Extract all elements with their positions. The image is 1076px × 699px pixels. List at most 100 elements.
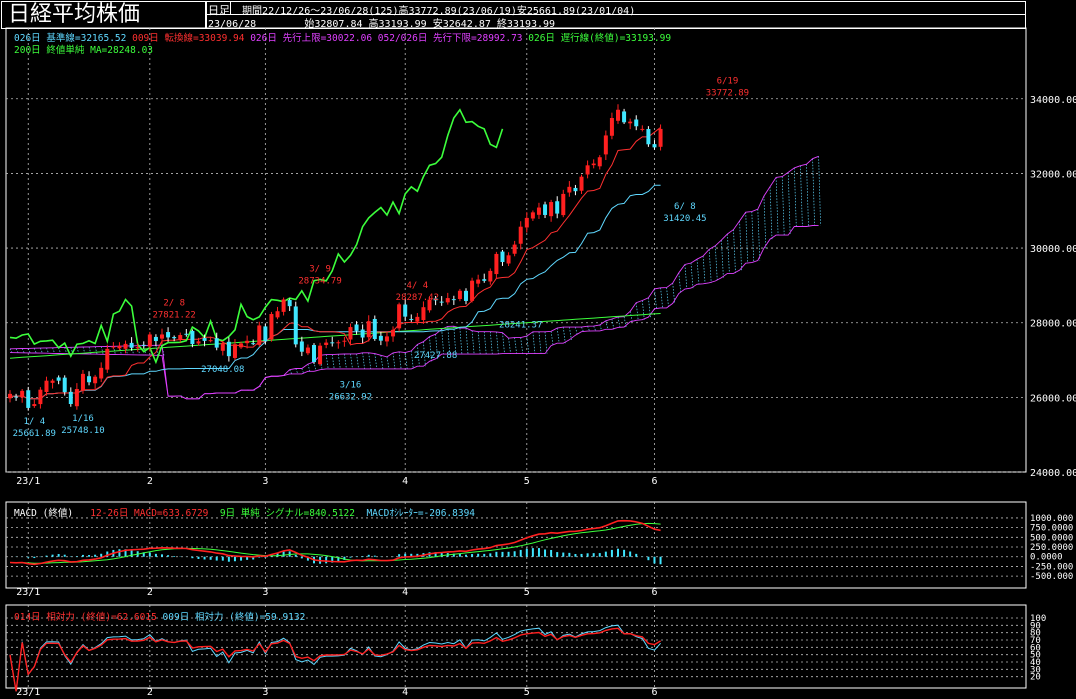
x-tick-label-macd: 3 bbox=[262, 587, 268, 598]
rsi14-line bbox=[9, 627, 661, 692]
rsi-y-tick-label: 20 bbox=[1030, 673, 1041, 683]
candle-body bbox=[56, 377, 61, 381]
candle-body bbox=[524, 217, 529, 228]
header-ohlc-row: 23/06/28 始32807.84 高33193.99 安32642.87 終… bbox=[208, 15, 555, 30]
annotation-date: 6/19 bbox=[717, 76, 739, 86]
annotation-date: 4/ 4 bbox=[407, 281, 429, 291]
candle-body bbox=[245, 340, 250, 344]
candle-body bbox=[433, 298, 438, 301]
candle-body bbox=[305, 347, 310, 354]
main-y-tick-label: 30000.00 bbox=[1030, 244, 1076, 255]
candle-body bbox=[415, 316, 420, 322]
candle-body bbox=[111, 346, 116, 348]
annotation-value: 26632.92 bbox=[329, 393, 372, 403]
x-tick-label-rsi: 4 bbox=[402, 687, 408, 698]
macd-line-label: 12-26日 MACD=633.6729 bbox=[90, 508, 209, 519]
candle-body bbox=[561, 193, 566, 216]
legend-senkou-b: 052/026日 先行下限=28992.73 bbox=[377, 33, 523, 44]
candle-body bbox=[378, 335, 383, 341]
candle-body bbox=[579, 176, 584, 191]
candle-body bbox=[555, 201, 560, 214]
candle-body bbox=[87, 376, 92, 383]
candle-body bbox=[646, 129, 651, 145]
candle-body bbox=[634, 119, 639, 127]
candle-body bbox=[50, 380, 55, 383]
candle-body bbox=[543, 204, 548, 215]
candle-body bbox=[93, 376, 98, 384]
candle-body bbox=[20, 390, 25, 398]
candle-body bbox=[190, 330, 195, 345]
ichimoku-cloud-hatch bbox=[9, 156, 821, 400]
period-info: 期間22/12/26～23/06/28(125)高33772.89(23/06/… bbox=[242, 6, 636, 17]
candle-body bbox=[123, 343, 128, 349]
main-y-tick-label: 24000.00 bbox=[1030, 468, 1076, 479]
candle-body bbox=[38, 389, 43, 405]
macd-osc-label: MACDｵｼﾚｰﾀｰ=-206.8394 bbox=[366, 508, 476, 519]
rsi-y-tick-label: 30 bbox=[1030, 665, 1041, 675]
candle-body bbox=[208, 340, 213, 342]
macd-y-tick-label: 250.0000 bbox=[1030, 543, 1073, 553]
candle-body bbox=[622, 111, 627, 123]
candle-body bbox=[421, 307, 426, 321]
candle-body bbox=[354, 324, 359, 331]
rsi-y-tick-label: 70 bbox=[1030, 636, 1041, 646]
macd-y-tick-label: 750.0000 bbox=[1030, 524, 1073, 534]
candle-body bbox=[117, 345, 122, 349]
candle-body bbox=[652, 144, 657, 148]
main-y-tick-label: 34000.00 bbox=[1030, 95, 1076, 106]
rsi14-label: 014日 相対力 (終値)=62.6015 bbox=[14, 612, 157, 623]
annotation-value: 25661.89 bbox=[13, 429, 56, 439]
x-tick-label-rsi: 23/1 bbox=[16, 687, 40, 698]
candle-body bbox=[360, 329, 365, 338]
candle-body bbox=[403, 304, 408, 317]
candle-body bbox=[640, 128, 645, 130]
annotation-date: 6/ 8 bbox=[674, 202, 696, 212]
macd-title: MACD (終値) bbox=[14, 508, 74, 519]
candle-body bbox=[263, 326, 268, 342]
candle-body bbox=[275, 311, 280, 318]
candle-body bbox=[160, 334, 164, 339]
main-y-tick-label: 26000.00 bbox=[1030, 393, 1076, 404]
annotation-value: 28734.79 bbox=[298, 276, 341, 286]
x-tick-label-rsi: 2 bbox=[147, 687, 153, 698]
candle-body bbox=[281, 299, 286, 312]
tenkan-line bbox=[10, 127, 661, 400]
candle-body bbox=[616, 109, 620, 121]
header-divider bbox=[206, 14, 1026, 15]
candle-body bbox=[597, 157, 602, 167]
kijun-line bbox=[10, 184, 661, 400]
candle-body bbox=[372, 318, 377, 340]
x-tick-label-rsi: 3 bbox=[262, 687, 268, 698]
annotation-value: 31420.45 bbox=[663, 214, 706, 224]
candle-body bbox=[8, 393, 12, 399]
annotation-value: 33772.89 bbox=[706, 88, 749, 98]
rsi9-label: 009日 相対力 (終値)=59.9132 bbox=[162, 612, 306, 623]
candle-body bbox=[482, 279, 487, 281]
candle-body bbox=[336, 342, 341, 344]
candle-body bbox=[184, 333, 189, 335]
candle-body bbox=[470, 280, 475, 301]
chikou-line bbox=[9, 108, 504, 365]
candle-body bbox=[135, 347, 140, 349]
macd-y-tick-label: 1000.000 bbox=[1030, 514, 1073, 524]
candle-body bbox=[500, 251, 505, 263]
candle-body bbox=[324, 342, 329, 345]
x-tick-label-macd: 5 bbox=[524, 587, 530, 598]
candle-body bbox=[105, 348, 110, 370]
candle-body bbox=[232, 344, 237, 358]
macd-y-tick-label: 500.0000 bbox=[1030, 533, 1073, 543]
candle-body bbox=[74, 388, 79, 407]
senkou-span-a-line bbox=[9, 155, 819, 400]
annotation-value: 28287.42 bbox=[396, 293, 439, 303]
candle-body bbox=[172, 337, 177, 339]
candle-body bbox=[32, 404, 37, 407]
rsi9-line bbox=[9, 624, 661, 692]
ma200-line bbox=[9, 313, 661, 359]
candle-body bbox=[591, 163, 596, 166]
candle-body bbox=[147, 334, 152, 347]
x-tick-label-rsi: 5 bbox=[524, 687, 530, 698]
candle-body bbox=[464, 290, 468, 301]
candle-body bbox=[628, 121, 633, 124]
